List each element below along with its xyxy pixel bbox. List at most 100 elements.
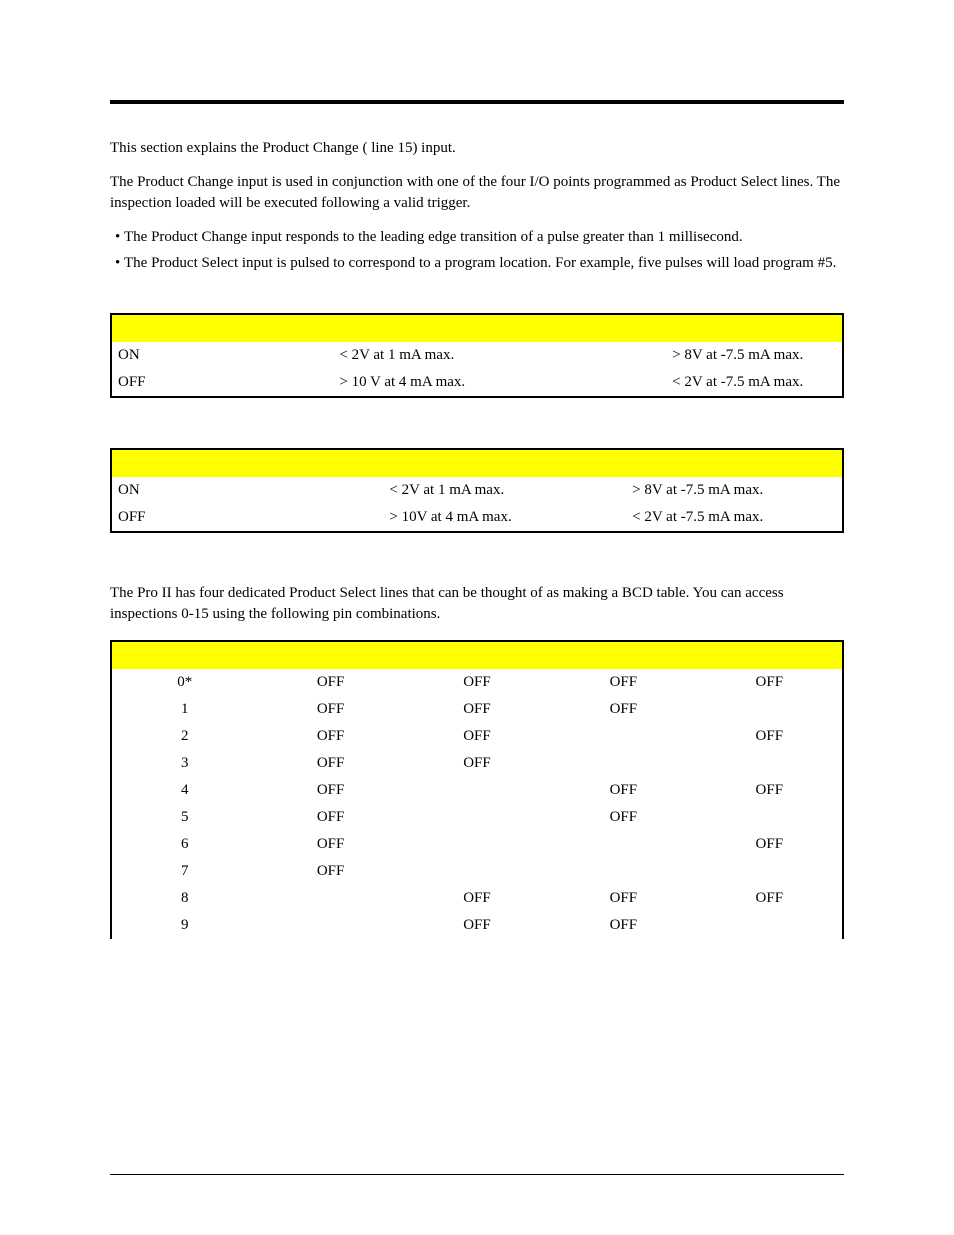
table-row: ON < 2V at 1 mA max. > 8V at -7.5 mA max…	[111, 342, 843, 369]
footer-rule	[110, 1174, 844, 1175]
intro-paragraph-2: The Product Change input is used in conj…	[110, 172, 844, 213]
table-cell: 0*	[111, 669, 257, 696]
table-cell	[550, 831, 696, 858]
table-cell: > 8V at -7.5 mA max.	[572, 342, 843, 369]
table-cell: < 2V at -7.5 mA max.	[572, 504, 843, 532]
table-header-cell	[550, 641, 696, 669]
bullet-item: The Product Select input is pulsed to co…	[124, 253, 844, 273]
table-row: 5OFFOFF	[111, 804, 843, 831]
table-cell: < 2V at -7.5 mA max.	[572, 369, 843, 397]
table-cell	[697, 804, 843, 831]
table-cell: > 8V at -7.5 mA max.	[572, 477, 843, 504]
table-header-row	[111, 641, 843, 669]
table-row: 6OFFOFF	[111, 831, 843, 858]
table-row: 3OFFOFF	[111, 750, 843, 777]
table-row: 4OFFOFFOFF	[111, 777, 843, 804]
table-cell: OFF	[111, 369, 279, 397]
table-cell: 7	[111, 858, 257, 885]
table-header-row	[111, 449, 843, 477]
table-cell: OFF	[404, 669, 550, 696]
spec-table-2: ON < 2V at 1 mA max. > 8V at -7.5 mA max…	[110, 448, 844, 533]
table-cell: OFF	[550, 696, 696, 723]
table-header-cell	[279, 449, 572, 477]
table-cell	[550, 750, 696, 777]
table-cell: OFF	[697, 777, 843, 804]
table-header-cell	[257, 641, 403, 669]
intro-paragraph-1: This section explains the Product Change…	[110, 138, 844, 158]
table-cell: < 2V at 1 mA max.	[279, 342, 572, 369]
table-cell: OFF	[404, 885, 550, 912]
table-cell: 4	[111, 777, 257, 804]
table-cell	[697, 696, 843, 723]
table-cell	[257, 885, 403, 912]
table-cell: OFF	[404, 723, 550, 750]
table-cell: OFF	[257, 669, 403, 696]
spec-table-1: ON < 2V at 1 mA max. > 8V at -7.5 mA max…	[110, 313, 844, 398]
table-cell: OFF	[257, 777, 403, 804]
table-row: OFF > 10 V at 4 mA max. < 2V at -7.5 mA …	[111, 369, 843, 397]
table-cell: 1	[111, 696, 257, 723]
table-cell	[697, 858, 843, 885]
table-cell: 6	[111, 831, 257, 858]
table-cell: OFF	[550, 669, 696, 696]
table-cell: OFF	[697, 723, 843, 750]
table-cell: > 10 V at 4 mA max.	[279, 369, 572, 397]
table-header-cell	[572, 449, 843, 477]
table-cell	[550, 723, 696, 750]
table-cell	[697, 750, 843, 777]
table-row: 8OFFOFFOFF	[111, 885, 843, 912]
table-cell	[404, 831, 550, 858]
table-row: 2OFFOFFOFF	[111, 723, 843, 750]
table-cell: OFF	[257, 858, 403, 885]
table-cell: OFF	[257, 804, 403, 831]
table-cell	[697, 912, 843, 939]
table-cell: OFF	[404, 912, 550, 939]
table-cell: ON	[111, 342, 279, 369]
table-cell	[404, 804, 550, 831]
table-cell: OFF	[697, 885, 843, 912]
table-cell: OFF	[550, 777, 696, 804]
header-rule	[110, 100, 844, 104]
table-row: 7OFF	[111, 858, 843, 885]
table-cell: OFF	[257, 750, 403, 777]
table-header-cell	[572, 314, 843, 342]
table-row: ON < 2V at 1 mA max. > 8V at -7.5 mA max…	[111, 477, 843, 504]
table-cell: OFF	[697, 831, 843, 858]
table-row: 0*OFFOFFOFFOFF	[111, 669, 843, 696]
table-cell: OFF	[257, 723, 403, 750]
bcd-table: 0*OFFOFFOFFOFF1OFFOFFOFF2OFFOFFOFF3OFFOF…	[110, 640, 844, 939]
table-cell: OFF	[404, 696, 550, 723]
table-header-cell	[111, 314, 279, 342]
table-header-row	[111, 314, 843, 342]
page: This section explains the Product Change…	[0, 0, 954, 1235]
bullet-item: The Product Change input responds to the…	[124, 227, 844, 247]
table-cell: OFF	[111, 504, 279, 532]
table-row: 9OFFOFF	[111, 912, 843, 939]
table-header-cell	[111, 641, 257, 669]
table-header-cell	[111, 449, 279, 477]
table-cell: OFF	[550, 804, 696, 831]
table-cell: ON	[111, 477, 279, 504]
table-cell: 3	[111, 750, 257, 777]
table-header-cell	[404, 641, 550, 669]
table-cell: OFF	[697, 669, 843, 696]
table-cell: 5	[111, 804, 257, 831]
table-cell	[257, 912, 403, 939]
table-cell: > 10V at 4 mA max.	[279, 504, 572, 532]
table-header-cell	[697, 641, 843, 669]
table-row: 1OFFOFFOFF	[111, 696, 843, 723]
table-cell	[404, 858, 550, 885]
intro-bullets: The Product Change input responds to the…	[110, 227, 844, 274]
table-cell: 2	[111, 723, 257, 750]
table-cell: < 2V at 1 mA max.	[279, 477, 572, 504]
table-cell: 9	[111, 912, 257, 939]
table-cell: OFF	[550, 885, 696, 912]
table-cell	[550, 858, 696, 885]
table-cell: 8	[111, 885, 257, 912]
table-cell: OFF	[257, 831, 403, 858]
table-cell: OFF	[404, 750, 550, 777]
bcd-intro-paragraph: The Pro II has four dedicated Product Se…	[110, 583, 844, 624]
table-cell	[404, 777, 550, 804]
table-header-cell	[279, 314, 572, 342]
table-cell: OFF	[257, 696, 403, 723]
